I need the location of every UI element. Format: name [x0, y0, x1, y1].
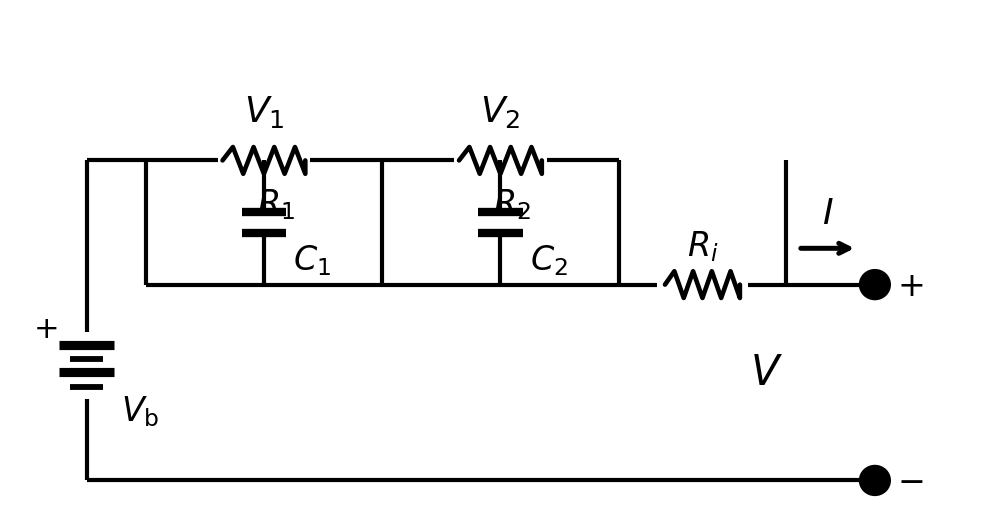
Text: $C_2$: $C_2$	[530, 244, 568, 278]
Text: $I$: $I$	[822, 197, 833, 231]
Text: $R_2$: $R_2$	[494, 187, 531, 222]
Text: $+$: $+$	[33, 314, 57, 345]
Circle shape	[861, 467, 889, 494]
Text: $V$: $V$	[750, 352, 783, 394]
Text: $R_1$: $R_1$	[257, 187, 294, 222]
Text: $V_1$: $V_1$	[244, 94, 284, 130]
Text: $-$: $-$	[897, 464, 923, 497]
Circle shape	[861, 271, 889, 298]
Text: $V_\mathrm{b}$: $V_\mathrm{b}$	[121, 395, 160, 429]
Text: $+$: $+$	[897, 270, 923, 303]
Text: $C_1$: $C_1$	[293, 244, 332, 278]
Text: $V_2$: $V_2$	[481, 94, 520, 130]
Text: $R_i$: $R_i$	[687, 229, 718, 263]
